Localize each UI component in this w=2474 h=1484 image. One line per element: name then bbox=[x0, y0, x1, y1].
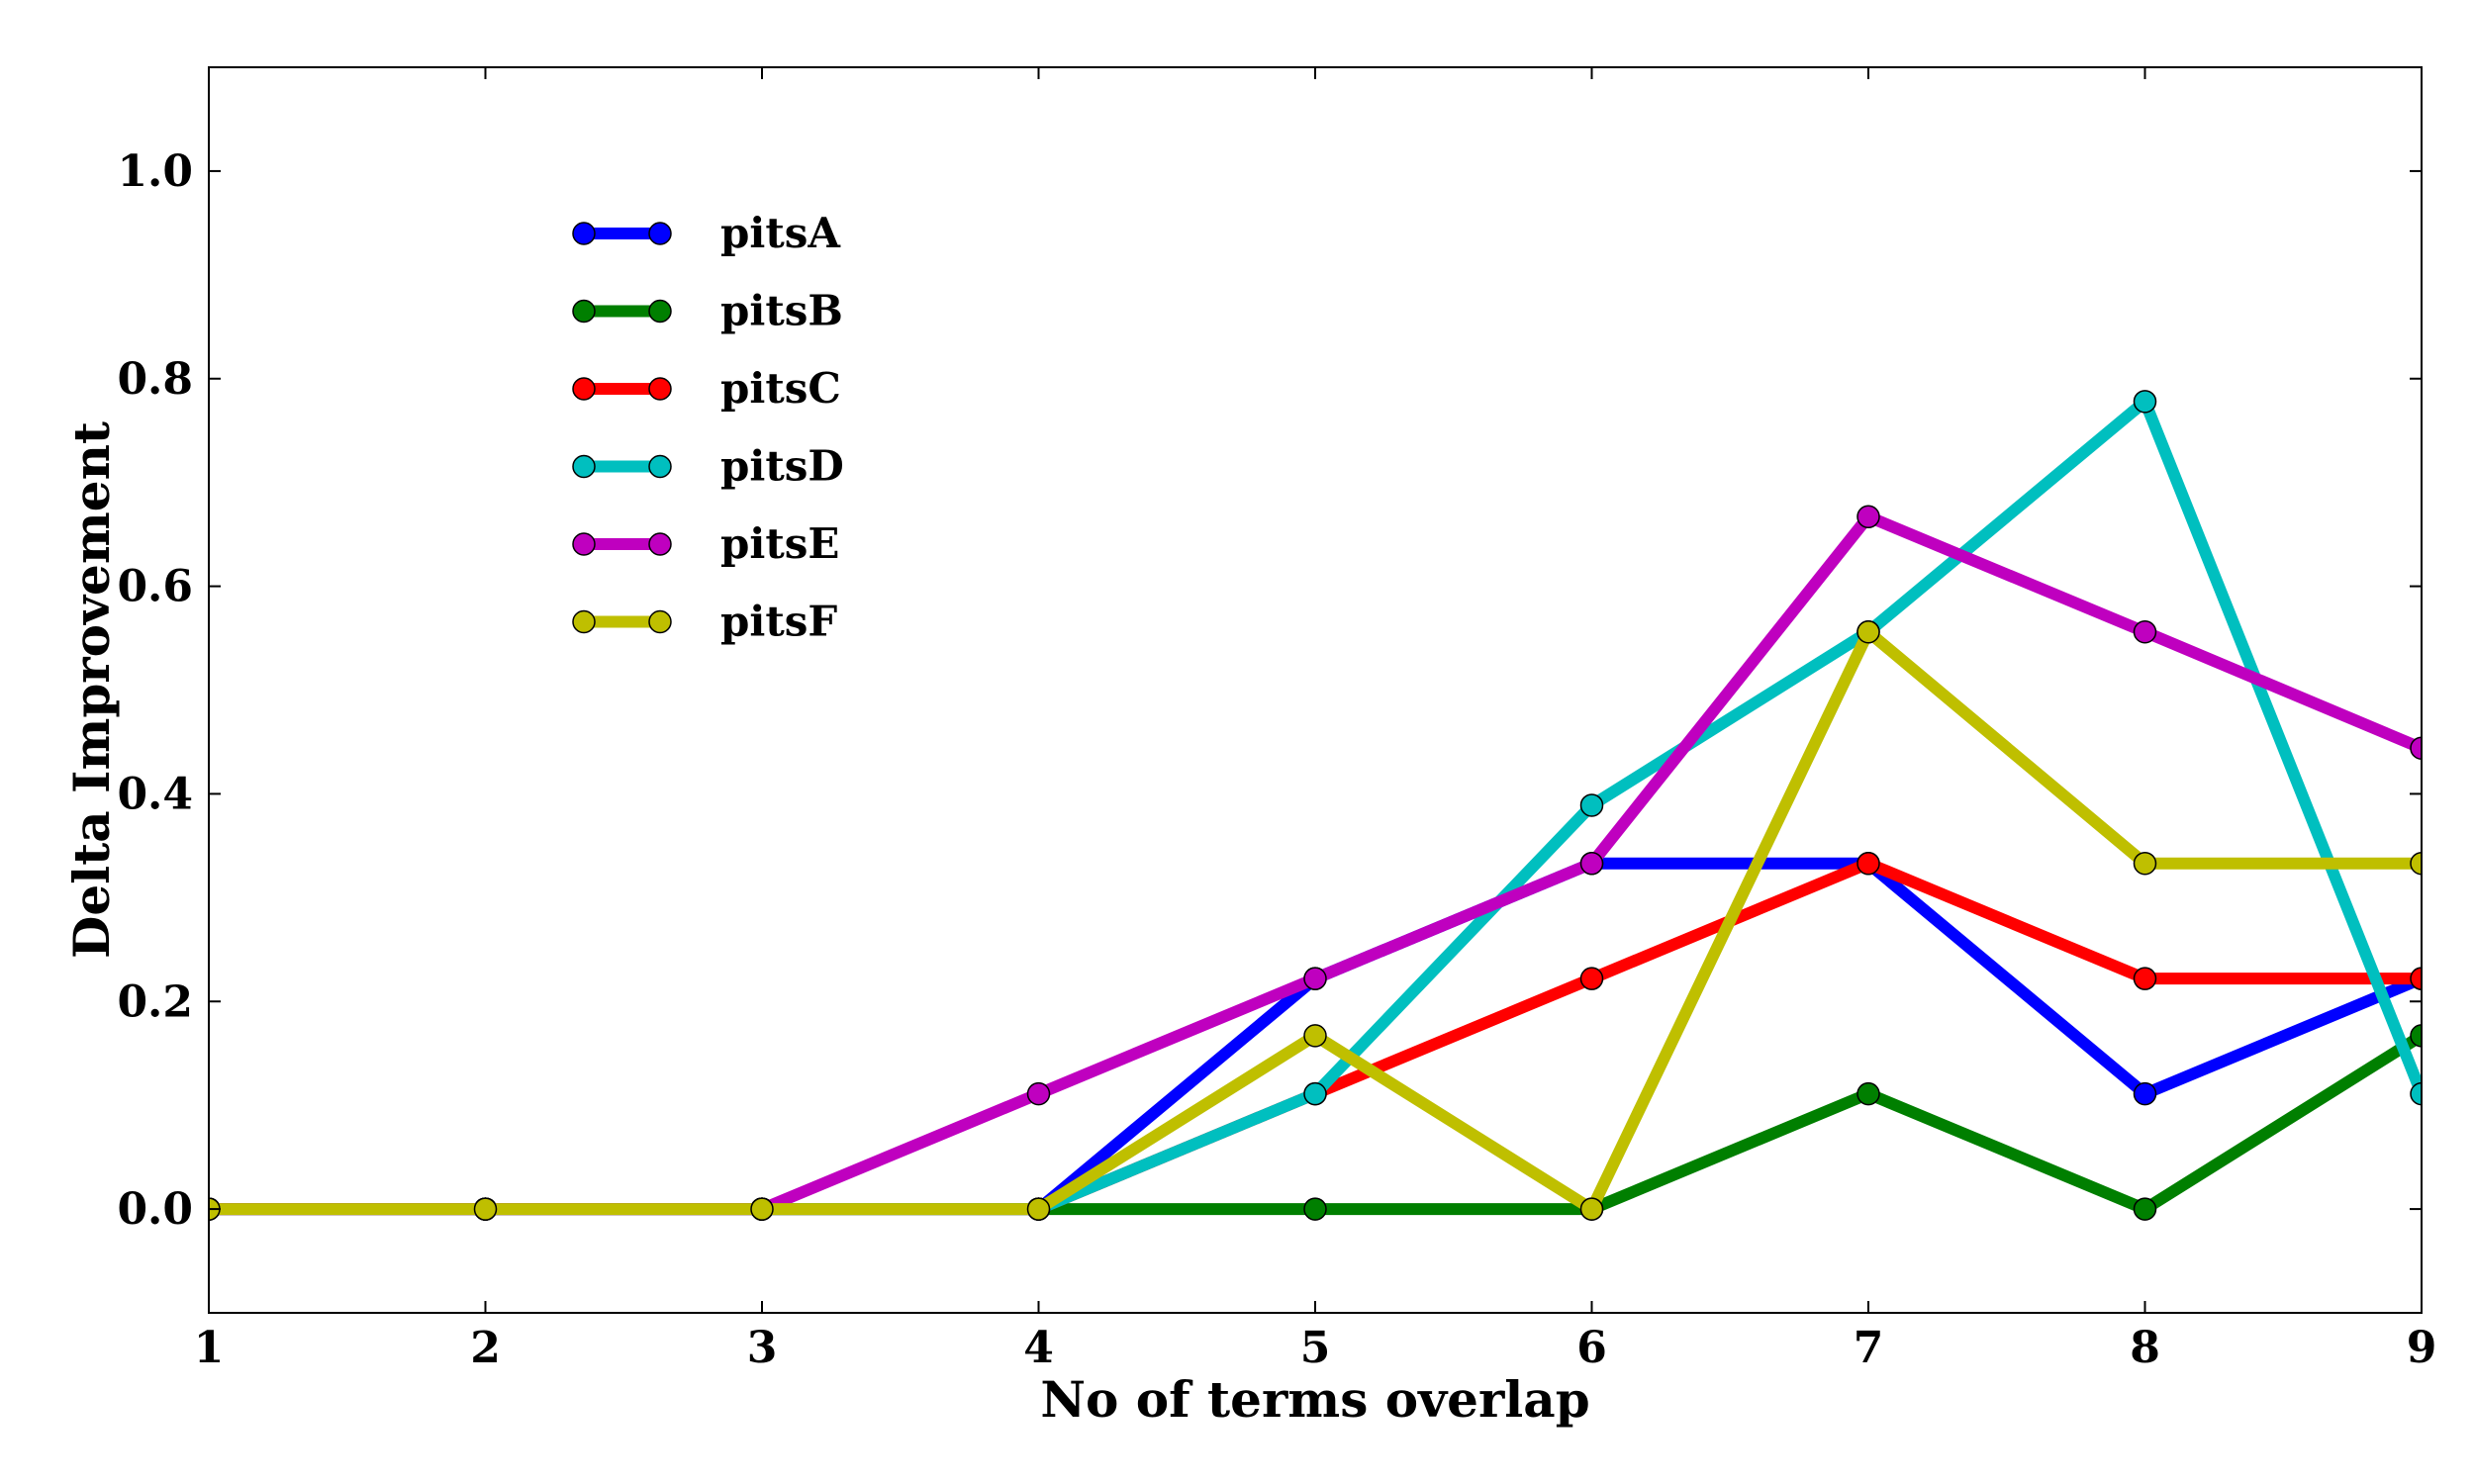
legend-label: pitsE bbox=[720, 519, 839, 568]
series-line bbox=[209, 625, 2422, 1216]
legend: pitsA pitsB pitsC pitsD pitsE pitsF bbox=[572, 209, 844, 646]
legend-marker bbox=[648, 532, 672, 556]
legend-marker bbox=[572, 222, 596, 245]
legend-item-pitsC: pitsC bbox=[572, 364, 841, 413]
data-point bbox=[473, 1197, 498, 1221]
y-tick-label: 0.2 bbox=[117, 976, 193, 1027]
legend-marker bbox=[648, 377, 672, 401]
legend-marker bbox=[572, 299, 596, 324]
data-point bbox=[2410, 851, 2422, 876]
data-point bbox=[2133, 1197, 2157, 1221]
y-tick-label: 0.6 bbox=[117, 562, 193, 612]
legend-label: pitsD bbox=[720, 442, 844, 491]
series-layer bbox=[209, 390, 2422, 1221]
data-point bbox=[2133, 967, 2157, 990]
data-point bbox=[2133, 1081, 2157, 1106]
y-tick-label: 0.8 bbox=[117, 354, 193, 405]
legend-item-pitsD: pitsD bbox=[572, 442, 844, 491]
data-point bbox=[1026, 1081, 1051, 1106]
series-line bbox=[209, 1030, 2422, 1216]
x-tick-label: 9 bbox=[2407, 1323, 2437, 1373]
plot-frame bbox=[208, 66, 2423, 1314]
data-point bbox=[1856, 505, 1880, 529]
data-point bbox=[1026, 1197, 1051, 1221]
legend-marker bbox=[648, 609, 672, 634]
legend-label: pitsF bbox=[720, 598, 837, 646]
legend-label: pitsC bbox=[720, 364, 841, 413]
legend-label: pitsB bbox=[720, 287, 843, 335]
legend-item-pitsE: pitsE bbox=[572, 519, 839, 568]
y-axis-title: Delta Improvement bbox=[62, 421, 121, 959]
data-point bbox=[1856, 1081, 1880, 1106]
data-point bbox=[2410, 1024, 2422, 1048]
data-point bbox=[1579, 1197, 1604, 1221]
x-tick-label: 8 bbox=[2130, 1323, 2160, 1373]
data-point bbox=[1303, 1197, 1327, 1221]
y-tick-label: 0.0 bbox=[117, 1184, 193, 1235]
data-point bbox=[2410, 736, 2422, 761]
legend-marker bbox=[648, 222, 672, 245]
series-pitsD bbox=[209, 390, 2422, 1221]
data-point bbox=[2410, 1081, 2422, 1106]
x-tick-label: 7 bbox=[1854, 1323, 1884, 1373]
y-tick-label: 0.4 bbox=[117, 769, 193, 819]
data-point bbox=[1856, 851, 1880, 876]
x-tick-label: 6 bbox=[1576, 1323, 1607, 1373]
legend-marker bbox=[572, 377, 596, 401]
legend-marker bbox=[648, 454, 672, 479]
axis-ticks: 1 2 3 4 5 6 7 8 9 0.0 0.2 0.4 0.6 0.8 1.0 bbox=[117, 67, 2436, 1373]
data-point bbox=[2410, 967, 2422, 990]
x-tick-label: 2 bbox=[470, 1323, 501, 1373]
data-point bbox=[2133, 851, 2157, 876]
x-tick-label: 4 bbox=[1023, 1323, 1054, 1373]
y-tick-label: 1.0 bbox=[117, 146, 193, 197]
legend-item-pitsA: pitsA bbox=[572, 209, 841, 257]
legend-item-pitsB: pitsB bbox=[572, 287, 843, 335]
x-axis-title: No of terms overlap bbox=[1040, 1370, 1589, 1429]
data-point bbox=[750, 1197, 774, 1221]
data-point bbox=[2133, 619, 2157, 644]
data-point bbox=[1579, 967, 1604, 990]
legend-item-pitsF: pitsF bbox=[572, 598, 837, 646]
data-point bbox=[1579, 793, 1604, 817]
data-point bbox=[1856, 619, 1880, 644]
data-point bbox=[1579, 851, 1604, 876]
x-tick-label: 5 bbox=[1300, 1323, 1331, 1373]
x-tick-label: 1 bbox=[194, 1323, 225, 1373]
legend-label: pitsA bbox=[720, 209, 841, 257]
legend-marker bbox=[572, 532, 596, 556]
legend-marker bbox=[572, 609, 596, 634]
data-point bbox=[1303, 1081, 1327, 1106]
x-tick-label: 3 bbox=[747, 1323, 778, 1373]
data-point bbox=[2133, 390, 2157, 414]
series-pitsE bbox=[209, 505, 2422, 1221]
legend-marker bbox=[648, 299, 672, 324]
series-pitsF bbox=[209, 619, 2422, 1221]
legend-marker bbox=[572, 454, 596, 479]
data-point bbox=[1303, 1024, 1327, 1048]
data-point bbox=[1303, 967, 1327, 990]
